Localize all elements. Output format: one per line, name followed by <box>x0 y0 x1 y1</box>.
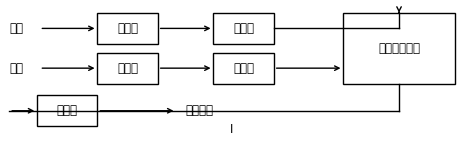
Bar <box>97 13 157 44</box>
Text: I: I <box>230 123 233 136</box>
Text: 原料: 原料 <box>9 22 23 35</box>
Bar <box>343 13 454 84</box>
Text: 预热器: 预热器 <box>232 62 254 75</box>
Text: 冷却器: 冷却器 <box>56 104 78 117</box>
Bar <box>213 13 273 44</box>
Text: 反应产物: 反应产物 <box>185 104 213 117</box>
Text: 原料: 原料 <box>9 62 23 75</box>
Bar <box>213 53 273 84</box>
Bar <box>97 53 157 84</box>
Bar <box>37 95 97 126</box>
Text: 微通道反应器: 微通道反应器 <box>377 42 419 55</box>
Text: 预热器: 预热器 <box>232 22 254 35</box>
Text: 计量泵: 计量泵 <box>117 62 138 75</box>
Text: 计量泵: 计量泵 <box>117 22 138 35</box>
